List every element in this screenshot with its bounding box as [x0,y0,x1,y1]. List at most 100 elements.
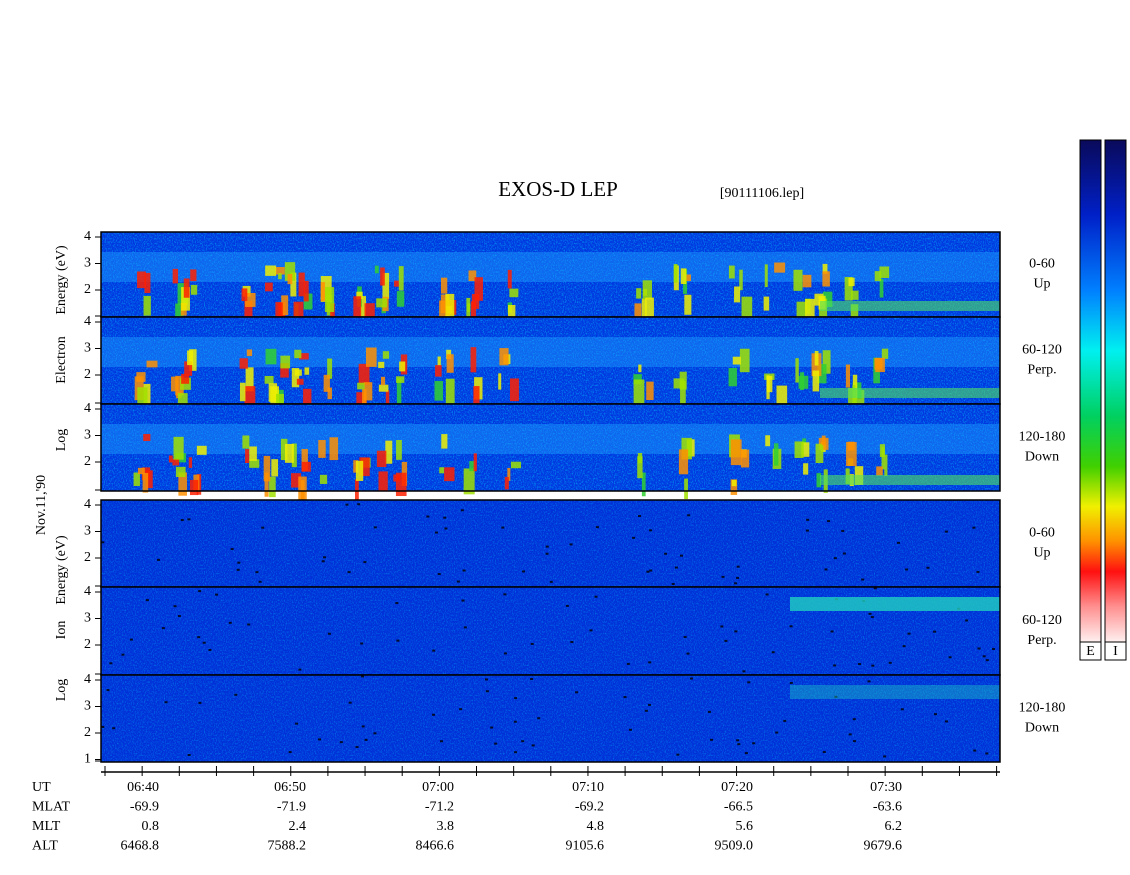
spectrogram-noise [101,500,1000,587]
spectrogram-feature [734,286,741,303]
spectrogram-feature [381,376,386,386]
ephemeris-value: -71.2 [425,800,454,815]
spectrogram-speck [164,701,168,704]
spectrogram-feature [686,274,691,282]
spectrogram-feature [241,288,248,302]
spectrogram-speck [973,749,977,752]
spectrogram-feature [851,290,859,300]
spectrogram-feature [382,272,390,299]
spectrogram-speck [861,578,865,581]
spectrogram-feature [645,297,654,322]
panel-direction: Up [1033,277,1050,292]
spectrogram-speck [537,717,541,720]
panel-direction: Up [1033,546,1050,561]
spectrogram-feature [822,291,833,307]
spectrogram-feature [684,478,688,500]
spectrogram-feature [303,388,312,409]
spectrogram-feature [363,382,373,401]
spectrogram-feature [637,453,643,464]
file-name: [90111106.lep] [720,186,804,201]
spectrogram-feature [680,381,686,405]
spectrogram-feature [678,449,689,475]
spectrogram-speck [318,738,322,741]
y-tick-label: 3 [84,428,91,443]
spectrogram-feature [143,295,151,316]
spectrogram-feature [468,270,477,282]
ephemeris-value: 06:40 [127,780,159,795]
spectrogram-feature [802,438,807,446]
spectrogram-speck [228,621,232,624]
spectrogram-speck [463,626,467,629]
spectrogram-feature [382,351,390,359]
spectrogram-feature [642,280,653,300]
spectrogram-speck [109,662,113,665]
spectrogram-speck [710,738,714,741]
spectrogram-feature [280,438,288,461]
panel-direction: Perp. [1027,633,1056,648]
y-axis-label: Energy (eV) [54,535,69,605]
spectrogram-feature [301,461,311,472]
spectrogram-speck [112,727,116,730]
spectrogram-feature [741,296,753,317]
spectrogram-speck [674,566,678,569]
spectrogram-feature [173,436,184,460]
spectrogram-speck [827,520,831,523]
colorbar [1079,139,1102,643]
spectrogram-speck [106,689,110,692]
spectrogram-feature [846,442,857,466]
spectrogram-feature [171,376,179,392]
spectrogram-speck [721,575,725,578]
spectrogram-speck [905,568,909,571]
spectrogram-feature [189,479,199,496]
spectrogram-band [101,337,1000,367]
spectrogram-feature [470,301,477,322]
spectrogram-feature [299,353,309,360]
spectrogram-feature [437,356,441,366]
spectrogram-speck [177,615,181,618]
spectrogram-speck [460,509,464,512]
spectrogram-feature [439,467,445,474]
spectrogram-speck [494,742,498,745]
spectrogram-feature [821,435,826,446]
spectrogram-speck [926,566,930,569]
spectrogram-feature [396,378,402,404]
y-tick-label: 4 [84,314,91,329]
spectrogram-feature [393,474,401,482]
spectrogram-feature [822,271,830,287]
spectrogram-feature [263,455,271,482]
spectrogram-speck [426,515,430,518]
spectrogram-speck [724,639,728,642]
spectrogram-band [790,597,1000,611]
spectrogram-speck [594,595,598,598]
spectrogram-speck [437,573,441,576]
panel-angle: 0-60 [1029,526,1055,541]
spectrogram-feature [365,347,377,367]
spectrogram-feature [881,447,885,470]
y-axis-label: Ion [54,621,69,640]
spectrogram-feature [275,266,285,275]
ephemeris-value: -66.5 [724,800,753,815]
spectrogram-speck [683,636,687,639]
spectrogram-feature [875,357,885,373]
spectrogram-feature [396,291,405,307]
spectrogram-feature [509,288,519,298]
spectrogram-speck [623,696,627,699]
spectrogram-feature [776,385,788,410]
spectrogram-speck [565,604,569,607]
spectrogram-feature [172,268,179,284]
spectrogram-speck [671,582,675,585]
spectrogram-feature [294,349,302,359]
spectrogram-feature [376,450,387,467]
spectrogram-feature [181,373,190,384]
spectrogram-feature [728,367,737,387]
spectrogram-feature [172,458,180,466]
ephemeris-value: 0.8 [142,819,160,834]
spectrogram-feature [327,387,332,400]
y-tick-label: 3 [84,524,91,539]
spectrogram-speck [888,661,892,664]
y-tick-label: 3 [84,699,91,714]
spectrogram-speck [742,670,746,673]
spectrogram-feature [291,473,302,488]
spectrogram-speck [747,681,751,684]
spectrogram-speck [841,529,845,532]
